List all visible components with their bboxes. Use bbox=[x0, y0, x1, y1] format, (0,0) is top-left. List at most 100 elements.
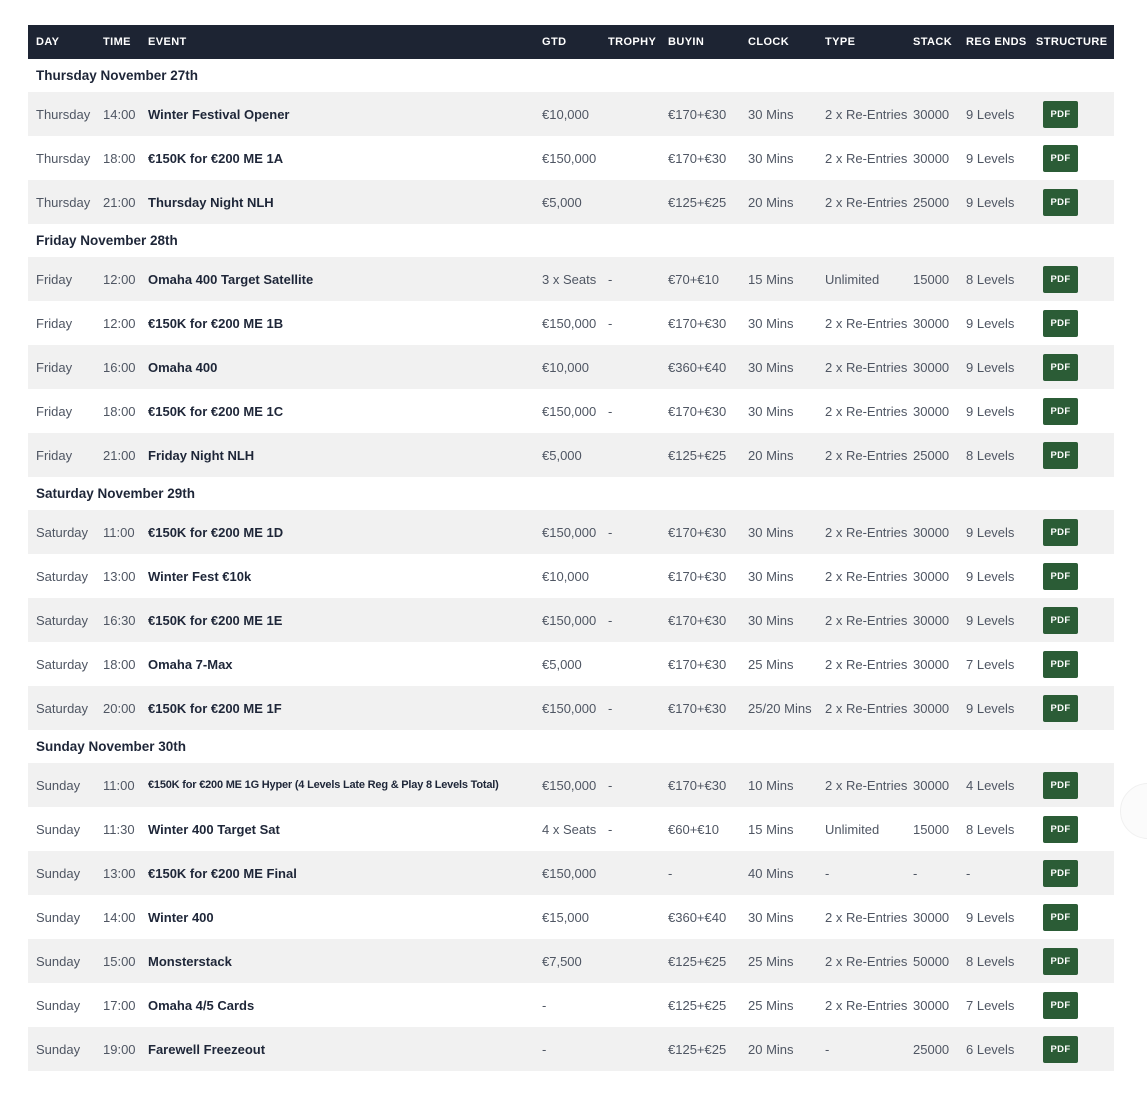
column-header-stack: STACK bbox=[913, 36, 953, 48]
cell-event: Omaha 400 bbox=[148, 359, 218, 375]
cell-reg_ends: - bbox=[966, 865, 971, 881]
cell-gtd: - bbox=[542, 997, 547, 1013]
cell-gtd: €150,000 bbox=[542, 700, 597, 716]
cell-gtd: €7,500 bbox=[542, 953, 582, 969]
table-body: Thursday November 27th Thursday 14:00 Winte… bbox=[28, 59, 1114, 1071]
cell-event: €150K for €200 ME 1A bbox=[148, 150, 284, 166]
cell-clock: 25 Mins bbox=[748, 997, 794, 1013]
cell-event: Winter 400 bbox=[148, 909, 214, 925]
cell-day: Sunday bbox=[36, 777, 81, 793]
cell-clock: 10 Mins bbox=[748, 777, 794, 793]
cell-clock: 40 Mins bbox=[748, 865, 794, 881]
cell-time: 20:00 bbox=[103, 700, 136, 716]
pdf-button[interactable]: PDF bbox=[1043, 694, 1078, 722]
pdf-button[interactable]: PDF bbox=[1043, 859, 1078, 887]
cell-stack: 30000 bbox=[913, 403, 950, 419]
table-row: Friday 21:00 Friday Night NLH €5,000 €125+€2… bbox=[28, 433, 1114, 477]
pdf-button[interactable]: PDF bbox=[1043, 771, 1078, 799]
cell-type: - bbox=[825, 1041, 830, 1057]
cell-clock: 30 Mins bbox=[748, 403, 794, 419]
cell-stack: 30000 bbox=[913, 909, 950, 925]
cell-clock: 20 Mins bbox=[748, 1041, 794, 1057]
cell-trophy: - bbox=[608, 821, 613, 837]
cell-day: Sunday bbox=[36, 1041, 81, 1057]
table-row: Saturday 20:00 €150K for €200 ME 1F €150,00… bbox=[28, 686, 1114, 730]
table-row: Saturday 16:30 €150K for €200 ME 1E €150,00… bbox=[28, 598, 1114, 642]
cell-stack: 30000 bbox=[913, 106, 950, 122]
cell-buyin: €170+€30 bbox=[668, 106, 727, 122]
table-row: Sunday 17:00 Omaha 4/5 Cards - €125+€25 25 Mi… bbox=[28, 983, 1114, 1027]
cell-gtd: €150,000 bbox=[542, 403, 597, 419]
cell-event: Winter 400 Target Sat bbox=[148, 821, 280, 837]
cell-structure: PDF bbox=[1036, 309, 1114, 337]
column-header-clock: CLOCK bbox=[748, 36, 790, 48]
pdf-button[interactable]: PDF bbox=[1043, 441, 1078, 469]
cell-reg_ends: 4 Levels bbox=[966, 777, 1015, 793]
cell-event: €150K for €200 ME Final bbox=[148, 865, 297, 881]
cell-stack: 30000 bbox=[913, 524, 950, 540]
pdf-button[interactable]: PDF bbox=[1043, 144, 1078, 172]
cell-time: 11:00 bbox=[103, 777, 135, 793]
cell-stack: 30000 bbox=[913, 700, 950, 716]
cell-trophy: - bbox=[608, 315, 613, 331]
cell-buyin: €170+€30 bbox=[668, 150, 727, 166]
cell-clock: 15 Mins bbox=[748, 271, 794, 287]
cell-buyin: €170+€30 bbox=[668, 777, 727, 793]
cell-time: 11:00 bbox=[103, 524, 135, 540]
cell-event: Winter Fest €10k bbox=[148, 568, 252, 584]
pdf-button[interactable]: PDF bbox=[1043, 397, 1078, 425]
cell-clock: 30 Mins bbox=[748, 524, 794, 540]
pdf-button[interactable]: PDF bbox=[1043, 947, 1078, 975]
cell-clock: 25 Mins bbox=[748, 656, 794, 672]
cell-reg_ends: 8 Levels bbox=[966, 447, 1015, 463]
pdf-button[interactable]: PDF bbox=[1043, 562, 1078, 590]
cell-stack: - bbox=[913, 865, 918, 881]
cell-gtd: 3 x Seats bbox=[542, 271, 597, 287]
pdf-button[interactable]: PDF bbox=[1043, 606, 1078, 634]
pdf-button[interactable]: PDF bbox=[1043, 353, 1078, 381]
cell-buyin: €170+€30 bbox=[668, 315, 727, 331]
cell-gtd: €15,000 bbox=[542, 909, 589, 925]
cell-day: Thursday bbox=[36, 194, 91, 210]
pdf-button[interactable]: PDF bbox=[1043, 265, 1078, 293]
pdf-button[interactable]: PDF bbox=[1043, 100, 1078, 128]
cell-structure: PDF bbox=[1036, 991, 1114, 1019]
pdf-button[interactable]: PDF bbox=[1043, 815, 1078, 843]
table-row: Friday 12:00 €150K for €200 ME 1B €150,000-… bbox=[28, 301, 1114, 345]
cell-day: Sunday bbox=[36, 821, 81, 837]
cell-day: Friday bbox=[36, 359, 73, 375]
cell-buyin: - bbox=[668, 865, 673, 881]
cell-buyin: €170+€30 bbox=[668, 656, 727, 672]
cell-day: Sunday bbox=[36, 997, 81, 1013]
cell-type: 2 x Re-Entries bbox=[825, 150, 908, 166]
cell-clock: 20 Mins bbox=[748, 447, 794, 463]
cell-stack: 25000 bbox=[913, 447, 950, 463]
pdf-button[interactable]: PDF bbox=[1043, 518, 1078, 546]
cell-day: Saturday bbox=[36, 568, 89, 584]
pdf-button[interactable]: PDF bbox=[1043, 903, 1078, 931]
cell-stack: 30000 bbox=[913, 777, 950, 793]
cell-stack: 30000 bbox=[913, 656, 950, 672]
pdf-button[interactable]: PDF bbox=[1043, 188, 1078, 216]
column-header-event: EVENT bbox=[148, 36, 187, 48]
cell-gtd: €10,000 bbox=[542, 359, 589, 375]
pdf-button[interactable]: PDF bbox=[1043, 309, 1078, 337]
cell-stack: 30000 bbox=[913, 997, 950, 1013]
section-header-row: Saturday November 29th bbox=[28, 477, 1114, 510]
cell-stack: 15000 bbox=[913, 821, 950, 837]
column-header-gtd: GTD bbox=[542, 36, 567, 48]
pdf-button[interactable]: PDF bbox=[1043, 650, 1078, 678]
cell-type: 2 x Re-Entries bbox=[825, 953, 908, 969]
cell-day: Thursday bbox=[36, 106, 91, 122]
cell-buyin: €125+€25 bbox=[668, 997, 727, 1013]
cell-buyin: €360+€40 bbox=[668, 359, 727, 375]
cell-reg_ends: 8 Levels bbox=[966, 821, 1015, 837]
cell-day: Saturday bbox=[36, 656, 89, 672]
cell-reg_ends: 9 Levels bbox=[966, 359, 1015, 375]
cell-buyin: €125+€25 bbox=[668, 1041, 727, 1057]
cell-type: 2 x Re-Entries bbox=[825, 524, 908, 540]
table-row: Thursday 21:00 Thursday Night NLH €5,000 €12… bbox=[28, 180, 1114, 224]
pdf-button[interactable]: PDF bbox=[1043, 991, 1078, 1019]
pdf-button[interactable]: PDF bbox=[1043, 1035, 1078, 1063]
cell-time: 14:00 bbox=[103, 106, 136, 122]
